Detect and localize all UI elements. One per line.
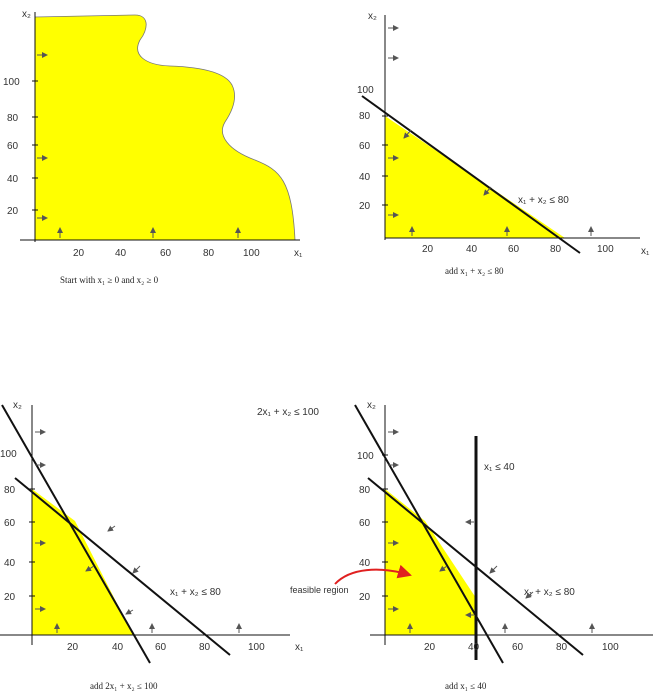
x-tick-label: 40: [468, 642, 480, 653]
caption: add 2x₁ + x₂ ≤ 100: [90, 681, 158, 691]
direction-arrow: [403, 129, 412, 139]
direction-arrow: [107, 525, 116, 532]
y-tick-label: 80: [359, 111, 371, 122]
y-tick-label: 20: [4, 592, 16, 603]
feasible-region: [34, 14, 296, 241]
x-tick-label: 20: [422, 244, 434, 255]
feasible-region: [385, 489, 476, 635]
y-tick-label: 80: [4, 485, 16, 496]
y-tick-label: 60: [359, 518, 371, 529]
x-tick-label: 60: [160, 248, 172, 259]
y-tick-label: 60: [4, 518, 16, 529]
x-tick-label: 60: [512, 642, 524, 653]
y-tick-label: 100: [357, 451, 374, 462]
x-tick-label: 20: [73, 248, 85, 259]
y-tick-label: 20: [359, 201, 371, 212]
y-axis-label: x₂: [367, 400, 376, 411]
panel-add-constraint-3: x₂ 100 80 60 40 20 20 40 60 80 100 2x₁ +…: [257, 400, 653, 691]
x-tick-label: 20: [424, 642, 436, 653]
y-tick-label: 100: [3, 77, 20, 88]
x-tick-label: 40: [466, 244, 478, 255]
feasible-region-label: feasible region: [290, 585, 349, 595]
y-tick-label: 80: [359, 485, 371, 496]
x-tick-label: 80: [556, 642, 568, 653]
x-axis-label: x₁: [294, 248, 303, 259]
panel-nonnegativity: x₂ x₁ 100 80 60 40 20 20 40 60 80 100 St…: [3, 9, 303, 285]
y-tick-label: 20: [7, 206, 19, 217]
caption: Start with x₁ ≥ 0 and x₂ ≥ 0: [60, 275, 159, 285]
y-tick-label: 40: [359, 172, 371, 183]
x-tick-label: 100: [243, 248, 260, 259]
y-tick-label: 40: [359, 558, 371, 569]
panel-add-constraint-1: x₂ x₁ 100 80 60 40 20 20 40 60 80 100 x₁…: [357, 11, 650, 276]
direction-arrow: [132, 565, 141, 574]
x-tick-label: 40: [112, 642, 124, 653]
direction-arrow: [439, 565, 448, 572]
x-tick-label: 80: [199, 642, 211, 653]
y-tick-label: 100: [0, 449, 17, 460]
y-axis-label: x₂: [13, 400, 22, 411]
x-tick-label: 20: [67, 642, 79, 653]
y-tick-label: 40: [7, 174, 19, 185]
constraint-line-2x1-x2: [354, 404, 504, 664]
caption: add x₁ + x₂ ≤ 80: [445, 266, 504, 276]
direction-arrow: [483, 186, 492, 196]
constraint-label: 2x₁ + x₂ ≤ 100: [257, 407, 319, 418]
feasible-region: [32, 489, 133, 635]
direction-arrow: [85, 565, 95, 572]
y-tick-label: 100: [357, 85, 374, 96]
x-axis-label: x₁: [641, 246, 650, 257]
y-tick-label: 80: [7, 113, 19, 124]
direction-arrow: [125, 608, 134, 615]
y-tick-label: 60: [359, 141, 371, 152]
x-tick-label: 80: [550, 244, 562, 255]
x-tick-label: 60: [155, 642, 167, 653]
y-tick-label: 40: [4, 558, 16, 569]
x-tick-label: 100: [248, 642, 265, 653]
constraint-label: x₁ + x₂ ≤ 80: [518, 195, 569, 206]
direction-arrow: [525, 591, 534, 599]
constraint-line: [361, 95, 581, 254]
x-tick-label: 100: [597, 244, 614, 255]
x-tick-label: 100: [602, 642, 619, 653]
x-tick-label: 60: [508, 244, 520, 255]
constraint-line-x1-x2: [14, 477, 231, 656]
constraint-line-2x1-x2: [1, 404, 151, 664]
y-axis-label: x₂: [368, 11, 377, 22]
y-axis-label: x₂: [22, 9, 31, 20]
panel-add-constraint-2: x₂ x₁ 100 80 60 40 20 20 40 60 80 100 x₁…: [0, 400, 304, 691]
constraint-label: x₁ + x₂ ≤ 80: [170, 587, 221, 598]
constraint-label: x₁ ≤ 40: [484, 462, 515, 473]
feasible-region-pointer: [334, 564, 412, 585]
direction-arrow: [489, 565, 498, 574]
x-tick-label: 40: [115, 248, 127, 259]
constraint-label: x₁ + x₂ ≤ 80: [524, 587, 575, 598]
x-tick-label: 80: [203, 248, 215, 259]
y-tick-label: 60: [7, 141, 19, 152]
y-tick-label: 20: [359, 592, 371, 603]
x-axis-label: x₁: [295, 642, 304, 653]
caption: add x₁ ≤ 40: [445, 681, 487, 691]
